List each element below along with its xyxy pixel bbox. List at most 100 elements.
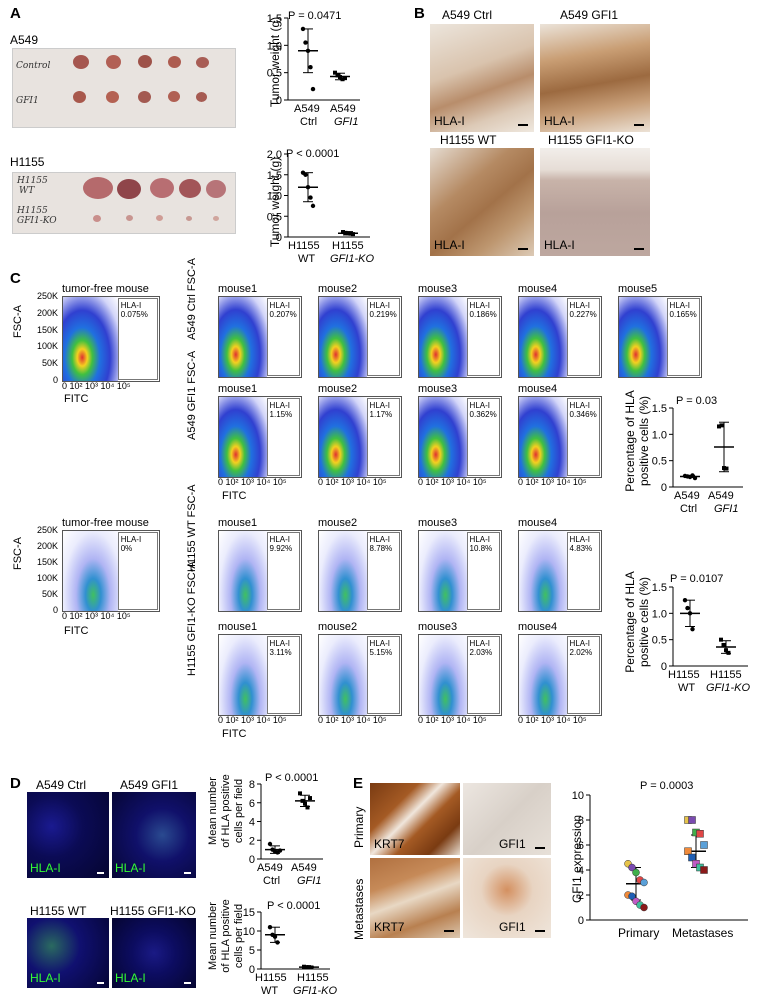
gate-label: HLA-I 0% bbox=[120, 535, 142, 553]
data-point bbox=[685, 605, 690, 611]
data-point bbox=[302, 964, 306, 969]
flow-dot-plot: HLA-I 8.78% bbox=[318, 530, 402, 612]
y-tick-label: 0 bbox=[52, 605, 58, 615]
hla-gate: HLA-I 0.207% bbox=[266, 298, 300, 376]
mouse-label: mouse3 bbox=[418, 621, 458, 633]
if-title: A549 GFI1 bbox=[120, 778, 179, 792]
hla-gate: HLA-I 4.83% bbox=[566, 532, 600, 610]
ihc-metastases-gfi1: GFI1 bbox=[463, 858, 551, 938]
mouse-label: mouse1 bbox=[218, 621, 258, 633]
data-point bbox=[721, 642, 726, 647]
ihc-metastases-krt7: KRT7 bbox=[370, 858, 460, 938]
x-axis-label: FITC bbox=[64, 625, 89, 637]
row-label-metastases: Metastases bbox=[352, 878, 366, 940]
data-point bbox=[333, 70, 337, 75]
y-tick-label: 1.5 bbox=[652, 582, 667, 594]
data-point bbox=[724, 466, 729, 471]
category-label: Primary bbox=[618, 926, 660, 940]
category-label: H1155 bbox=[297, 972, 329, 984]
scale-bar bbox=[97, 982, 104, 984]
photo-label-ko: GFI1-KO bbox=[17, 216, 57, 226]
hla-gate: HLA-I 2.02% bbox=[566, 636, 600, 714]
flow-density-cloud bbox=[419, 297, 467, 377]
scale-bar bbox=[535, 847, 545, 849]
data-point bbox=[640, 878, 648, 887]
plot5-svg: 0 2 4 6 8 bbox=[249, 779, 323, 866]
hla-gate: HLA-I 9.92% bbox=[266, 532, 300, 610]
category-label: GFI1 bbox=[334, 116, 359, 128]
y-tick-label: 100K bbox=[36, 573, 58, 583]
scale-bar bbox=[518, 124, 528, 126]
y-tick-label: 150K bbox=[36, 324, 58, 335]
stain-label: HLA-I bbox=[30, 861, 61, 875]
y-tick-label: 0 bbox=[276, 95, 282, 107]
if-a549-ctrl: HLA-I bbox=[27, 792, 109, 878]
data-point bbox=[305, 185, 311, 190]
x-tick-labels: 0 10² 10³ 10⁴ 10⁵ bbox=[218, 715, 287, 725]
gate-label: HLA-I 3.11% bbox=[269, 639, 292, 657]
data-point bbox=[308, 65, 313, 70]
y-tick-label: 0 bbox=[661, 482, 667, 494]
p-value: P < 0.0001 bbox=[286, 148, 340, 160]
x-tick-labels: 0 10² 10³ 10⁴ 10⁵ bbox=[218, 477, 287, 487]
data-point bbox=[303, 40, 308, 45]
hla-gate: HLA-I 0% bbox=[117, 532, 158, 610]
data-point bbox=[682, 597, 688, 603]
flow-dot-plot: HLA-I 0.186% bbox=[418, 296, 502, 378]
data-point bbox=[335, 73, 340, 78]
y-tick-label: 1.5 bbox=[267, 170, 282, 182]
tumor bbox=[213, 216, 219, 221]
y-tick-label: 10 bbox=[243, 926, 255, 938]
flow-density-cloud bbox=[319, 531, 367, 611]
gate-label: HLA-I 0.186% bbox=[469, 301, 497, 319]
category-label: GFI1-KO bbox=[293, 985, 338, 997]
hla-gate: HLA-I 0.186% bbox=[466, 298, 500, 376]
y-tick-label: 0.5 bbox=[267, 211, 282, 223]
tumor bbox=[138, 91, 151, 103]
data-point bbox=[275, 940, 280, 945]
y-tick-label: 0.5 bbox=[652, 456, 667, 468]
gate-label: HLA-I 0.207% bbox=[269, 301, 297, 319]
flow-density-cloud bbox=[219, 531, 267, 611]
flow-density-cloud bbox=[63, 531, 118, 611]
x-axis-label: FITC bbox=[222, 728, 247, 740]
mouse-label: mouse4 bbox=[518, 283, 558, 295]
category-label: Ctrl bbox=[680, 503, 698, 515]
mouse-label: mouse3 bbox=[418, 517, 458, 529]
data-point bbox=[640, 903, 648, 912]
y-tick-label: 10 bbox=[572, 790, 584, 802]
y-axis-label: H1155 WT FSC-A bbox=[186, 484, 198, 572]
scale-bar bbox=[634, 248, 644, 250]
gate-label: HLA-I 4.83% bbox=[569, 535, 593, 553]
hla-gate: HLA-I 0.165% bbox=[666, 298, 700, 376]
y-tick-label: 50K bbox=[41, 589, 58, 599]
photo-label-wt: WT bbox=[19, 186, 35, 196]
scale-bar bbox=[634, 124, 644, 126]
data-point bbox=[719, 423, 724, 428]
ihc-title: H1155 GFI1-KO bbox=[548, 133, 634, 147]
mouse-label: mouse1 bbox=[218, 517, 258, 529]
stain-label: HLA-I bbox=[115, 971, 146, 985]
mouse-label: mouse2 bbox=[318, 283, 358, 295]
data-point bbox=[726, 650, 731, 655]
y-tick-label: 6 bbox=[578, 840, 584, 852]
hla-gate: HLA-I 3.11% bbox=[266, 636, 300, 714]
flow-dot-plot: HLA-I 0.362% bbox=[418, 396, 502, 478]
mouse-label: mouse4 bbox=[518, 517, 558, 529]
category-label: GFI1-KO bbox=[706, 682, 751, 694]
data-point bbox=[267, 925, 273, 930]
flow-density-cloud bbox=[319, 397, 367, 477]
hla-a549-chart: P = 0.03 Percentage of HLA positive cell… bbox=[618, 390, 758, 530]
tumor bbox=[196, 92, 207, 102]
tumor bbox=[168, 56, 181, 68]
y-tick-label: 2 bbox=[578, 890, 584, 902]
ihc-h1155-ko: HLA-I bbox=[540, 148, 650, 256]
data-point bbox=[343, 230, 348, 235]
flow-dot-plot: HLA-I 2.03% bbox=[418, 634, 502, 716]
hla-gate: HLA-I 0.362% bbox=[466, 398, 500, 476]
y-tick-label: 0 bbox=[249, 964, 255, 976]
data-point bbox=[267, 841, 273, 847]
data-point bbox=[340, 77, 345, 82]
y-tick-label: 1.0 bbox=[267, 191, 282, 203]
flow-dot-plot: HLA-I 0.075% bbox=[62, 296, 160, 382]
